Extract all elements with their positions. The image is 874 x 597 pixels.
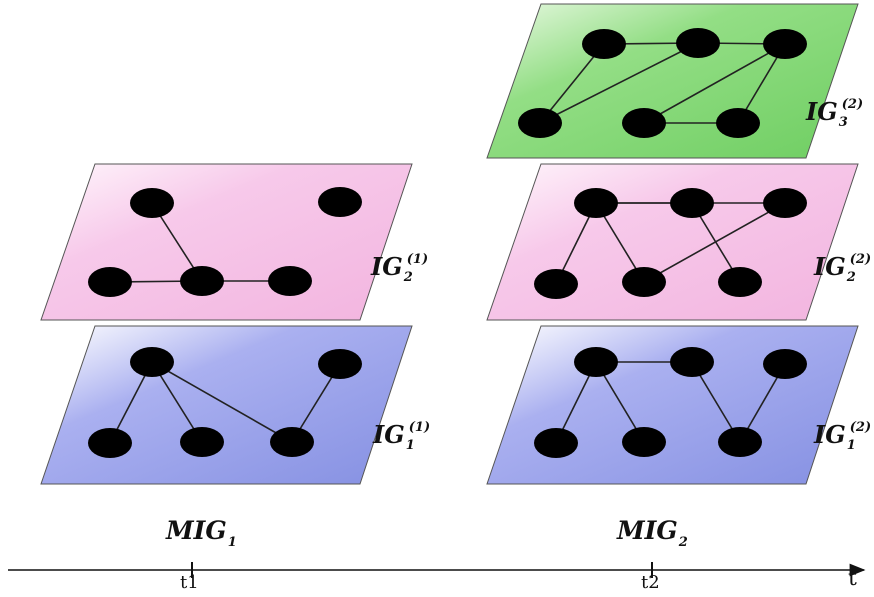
graph-node (88, 428, 132, 458)
graph-node (622, 267, 666, 297)
axis-label-t: t (848, 566, 857, 591)
layer-ig2-2 (486, 163, 859, 321)
layer-plane (486, 325, 859, 485)
graph-node (670, 188, 714, 218)
layer-ig3-2 (486, 3, 859, 159)
graph-node (534, 269, 578, 299)
graph-node (534, 428, 578, 458)
graph-node (88, 267, 132, 297)
graph-node (718, 267, 762, 297)
layer-label-ig1-2: IG1(2) (814, 420, 872, 453)
graph-edge (539, 42, 699, 124)
graph-node (763, 188, 807, 218)
layer-plane (40, 163, 413, 321)
graph-node (622, 427, 666, 457)
graph-node (574, 188, 618, 218)
graph-edge (151, 361, 293, 443)
graph-node (518, 108, 562, 138)
tick-label-t1: t1 (180, 572, 199, 593)
graph-edge (539, 43, 605, 124)
graph-node (622, 108, 666, 138)
graph-edge (643, 43, 786, 124)
group-label-mig2: MIG2 (617, 516, 688, 550)
graph-node (180, 427, 224, 457)
graph-node (574, 347, 618, 377)
layer-label-ig3-2: IG3(2) (806, 97, 864, 130)
graph-node (718, 427, 762, 457)
graph-node (763, 29, 807, 59)
layer-label-ig1-1: IG1(1) (373, 420, 431, 453)
graph-node (670, 347, 714, 377)
layer-plane (486, 163, 859, 321)
graph-node (716, 108, 760, 138)
graph-node (582, 29, 626, 59)
graph-node (268, 266, 312, 296)
graph-node (270, 427, 314, 457)
group-label-mig1: MIG1 (166, 516, 237, 550)
graph-node (318, 349, 362, 379)
layer-label-ig2-2: IG2(2) (814, 252, 872, 285)
tick-label-t2: t2 (641, 572, 660, 593)
graph-node (130, 347, 174, 377)
graph-node (318, 187, 362, 217)
layer-ig2-1 (40, 163, 413, 321)
graph-node (180, 266, 224, 296)
graph-node (676, 28, 720, 58)
graph-node (130, 188, 174, 218)
layer-label-ig2-1: IG2(1) (371, 252, 429, 285)
layer-ig1-2 (486, 325, 859, 485)
graph-node (763, 349, 807, 379)
layer-ig1-1 (40, 325, 413, 485)
graph-edge (643, 202, 786, 283)
